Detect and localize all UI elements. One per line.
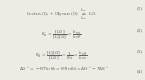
Text: Lectin (L) + Glycan (G)  $\underset{k_{\rm off}}{\overset{k_{\rm on}}{\rightleft: Lectin (L) + Glycan (G) $\underset{k_{\r… xyxy=(26,6,96,23)
Text: $\Delta G^\circ = -RT\ln K_a = RT\ln K_d = \Delta H^\circ - T\Delta S^\circ$: $\Delta G^\circ = -RT\ln K_a = RT\ln K_d… xyxy=(19,65,109,73)
Text: (2): (2) xyxy=(137,28,143,32)
Text: $K_d\, =\, \dfrac{[L][G]}{[LG]}\, =\, \dfrac{1}{K_a}\, =\, \dfrac{k_{\rm off}}{k: $K_d\, =\, \dfrac{[L][G]}{[LG]}\, =\, \d… xyxy=(35,49,87,62)
Text: (4): (4) xyxy=(137,69,143,73)
Text: (3): (3) xyxy=(137,49,143,53)
Text: $K_a\, =\, \dfrac{[LG]}{[L][G]}\, =\, \dfrac{k_{\rm on}}{k_{\rm off}}$: $K_a\, =\, \dfrac{[LG]}{[L][G]}\, =\, \d… xyxy=(41,28,81,41)
Text: (1): (1) xyxy=(137,6,143,10)
